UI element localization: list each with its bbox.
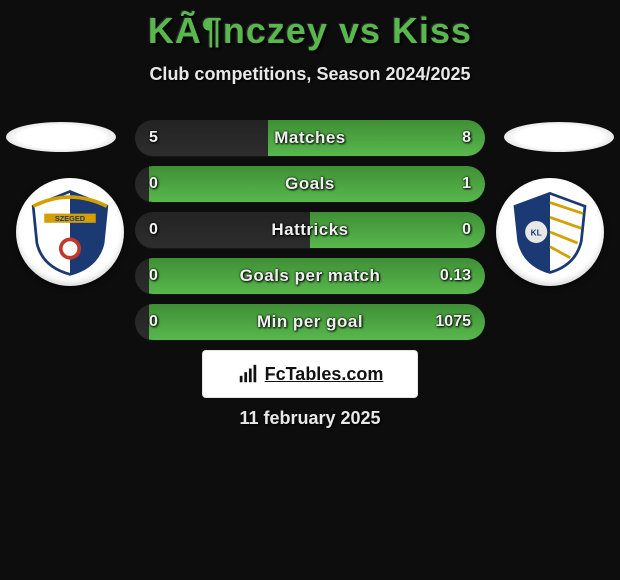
stat-right-value: 0 bbox=[462, 212, 471, 248]
stat-label: Goals bbox=[135, 166, 485, 202]
stat-bar: 0 Min per goal 1075 bbox=[135, 304, 485, 340]
club-crest-right: KL bbox=[496, 178, 604, 286]
stat-label: Hattricks bbox=[135, 212, 485, 248]
club-crest-left: SZEGED bbox=[16, 178, 124, 286]
date-text: 11 february 2025 bbox=[0, 408, 620, 429]
page-title: KÃ¶nczey vs Kiss bbox=[0, 0, 620, 52]
crest-left-label: SZEGED bbox=[55, 214, 85, 223]
stat-bar: 0 Goals 1 bbox=[135, 166, 485, 202]
shield-icon: KL bbox=[504, 186, 596, 278]
stat-right-value: 1 bbox=[462, 166, 471, 202]
stat-label: Goals per match bbox=[135, 258, 485, 294]
player-left-marker bbox=[6, 122, 116, 152]
stat-right-value: 1075 bbox=[435, 304, 471, 340]
shield-icon: SZEGED bbox=[24, 186, 116, 278]
bar-chart-icon bbox=[237, 363, 259, 385]
comparison-card: KÃ¶nczey vs Kiss Club competitions, Seas… bbox=[0, 0, 620, 580]
stats-bars: 5 Matches 8 0 Goals 1 0 Hattricks 0 0 Go… bbox=[135, 120, 485, 350]
stat-bar: 5 Matches 8 bbox=[135, 120, 485, 156]
brand-link[interactable]: FcTables.com bbox=[202, 350, 418, 398]
stat-right-value: 8 bbox=[462, 120, 471, 156]
brand-text: FcTables.com bbox=[265, 364, 384, 385]
page-subtitle: Club competitions, Season 2024/2025 bbox=[0, 64, 620, 85]
stat-right-value: 0.13 bbox=[440, 258, 471, 294]
player-right-marker bbox=[504, 122, 614, 152]
stat-bar: 0 Hattricks 0 bbox=[135, 212, 485, 248]
stat-bar: 0 Goals per match 0.13 bbox=[135, 258, 485, 294]
stat-label: Matches bbox=[135, 120, 485, 156]
crest-right-label: KL bbox=[531, 229, 542, 238]
stat-label: Min per goal bbox=[135, 304, 485, 340]
